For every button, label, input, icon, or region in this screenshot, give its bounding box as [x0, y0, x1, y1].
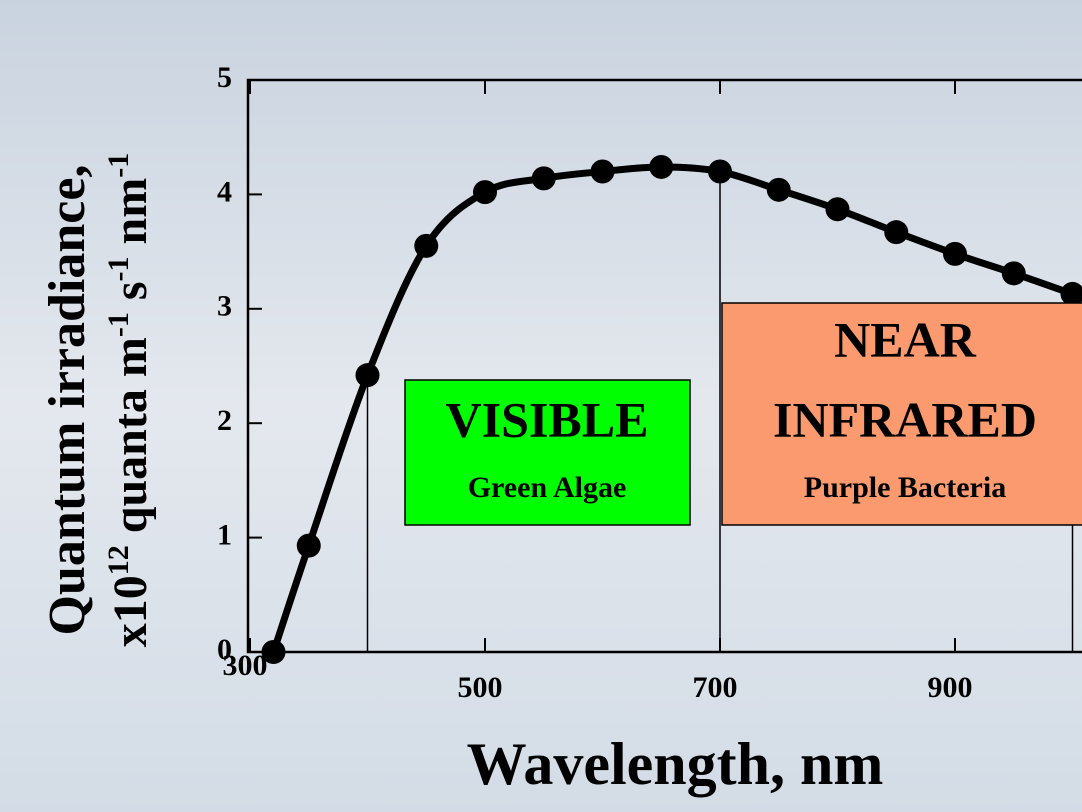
- x-tick-label: 700: [693, 671, 738, 704]
- data-point: [826, 197, 850, 221]
- data-point: [532, 166, 556, 190]
- y-axis-title-part: nm: [104, 178, 157, 257]
- region-sublabel: Green Algae: [468, 471, 627, 504]
- y-axis-title-part: -1: [102, 153, 135, 178]
- x-tick-label: 500: [458, 671, 503, 704]
- data-point: [708, 160, 732, 184]
- y-tick-label: 2: [217, 404, 232, 437]
- y-axis-title-part: -1: [102, 312, 135, 337]
- data-point: [1002, 261, 1026, 285]
- data-point: [943, 242, 967, 266]
- data-point: [767, 178, 791, 202]
- y-tick-label: 1: [217, 518, 232, 551]
- region-label: NEAR: [834, 311, 977, 367]
- x-tick-label: 900: [928, 671, 973, 704]
- data-point: [356, 363, 380, 387]
- data-point: [414, 234, 438, 258]
- chart: Wavelength, nm Quantum irradiance, x1012…: [0, 0, 1082, 812]
- region-sublabel: Purple Bacteria: [804, 471, 1006, 504]
- y-axis-title-part: 12: [102, 545, 135, 575]
- data-point: [262, 640, 286, 664]
- data-point: [297, 534, 321, 558]
- y-axis-title-part: x10: [104, 575, 157, 647]
- data-point: [884, 220, 908, 244]
- data-point: [591, 160, 615, 184]
- y-tick-label: 5: [217, 61, 232, 94]
- y-tick-label: 4: [217, 175, 232, 208]
- y-axis-title-part: s: [104, 281, 157, 312]
- y-axis-title-part: -1: [102, 256, 135, 281]
- region-label: VISIBLE: [446, 391, 649, 447]
- data-point: [473, 180, 497, 204]
- x-axis-title: Wavelength, nm: [467, 731, 884, 797]
- y-axis-title: Quantum irradiance,: [39, 165, 96, 636]
- y-tick-label: 3: [217, 290, 232, 323]
- region-label: INFRARED: [773, 391, 1037, 447]
- x-tick-label: 300: [223, 649, 268, 682]
- data-point: [649, 155, 673, 179]
- y-axis-title-part: quanta m: [104, 337, 157, 545]
